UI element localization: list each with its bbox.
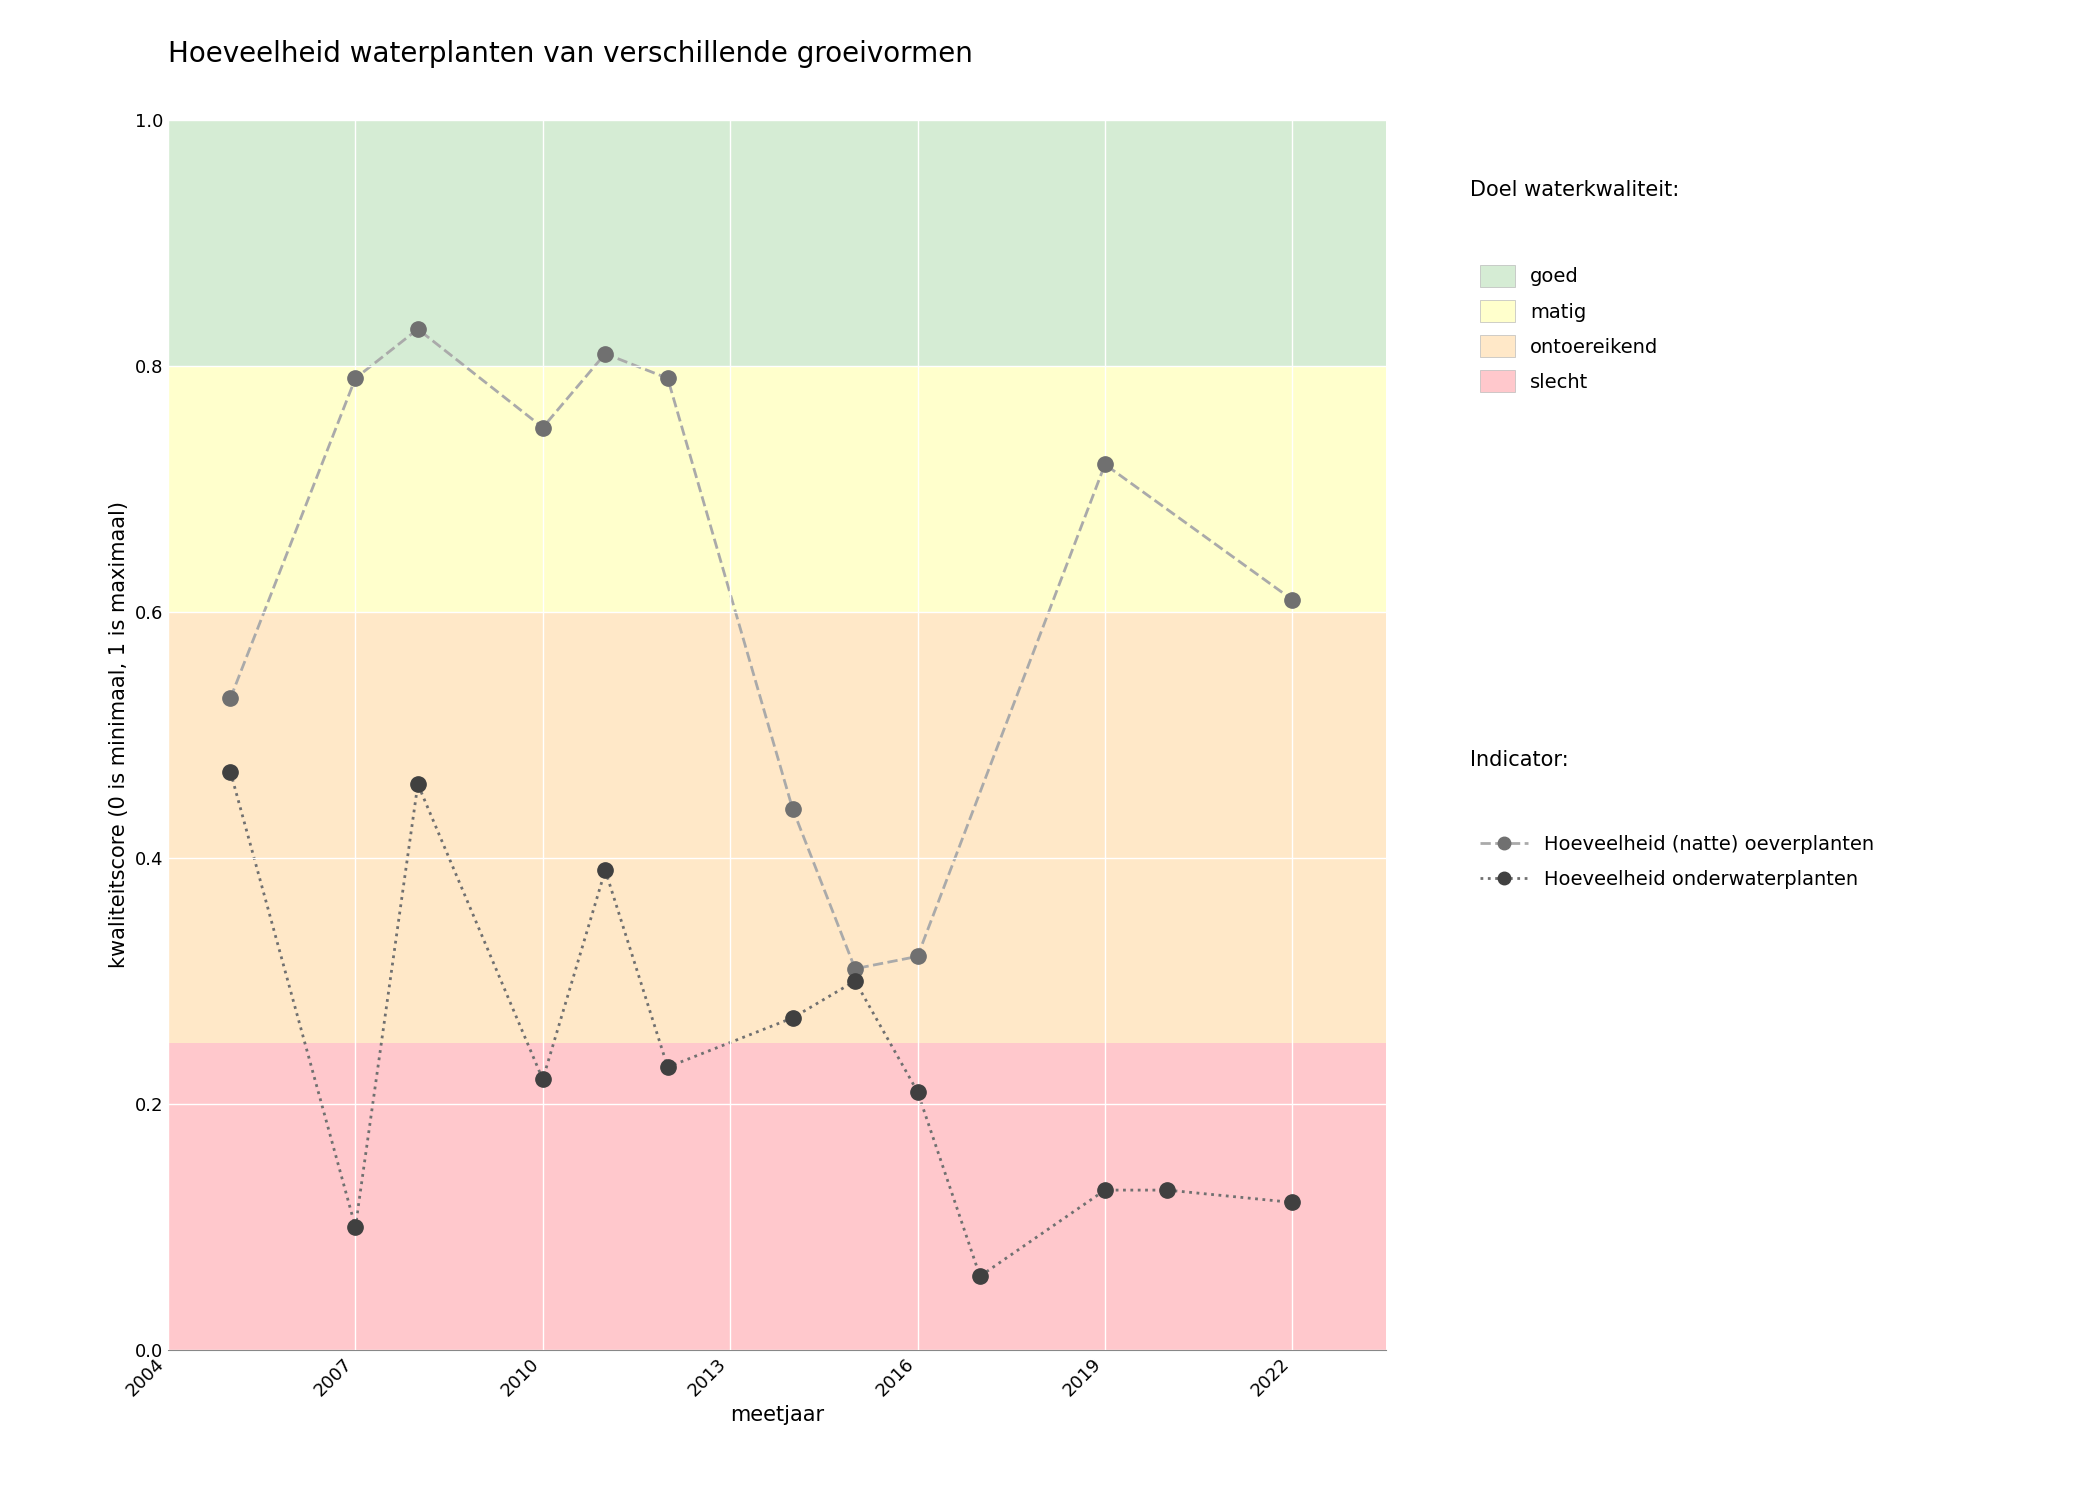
Bar: [168, 612, 1386, 1042]
Y-axis label: kwaliteitscore (0 is minimaal, 1 is maximaal): kwaliteitscore (0 is minimaal, 1 is maxi…: [109, 501, 128, 969]
Legend: goed, matig, ontoereikend, slecht: goed, matig, ontoereikend, slecht: [1480, 264, 1659, 393]
Bar: [168, 120, 1386, 366]
Point: [838, 957, 872, 981]
Point: [525, 1068, 559, 1092]
Point: [1088, 453, 1121, 477]
Point: [775, 1007, 808, 1031]
Point: [901, 1080, 934, 1104]
Point: [1275, 588, 1308, 612]
Point: [214, 686, 248, 709]
Bar: [168, 1042, 1386, 1350]
Point: [838, 969, 872, 993]
Text: Hoeveelheid waterplanten van verschillende groeivormen: Hoeveelheid waterplanten van verschillen…: [168, 39, 972, 68]
Point: [1088, 1178, 1121, 1202]
Text: Indicator:: Indicator:: [1470, 750, 1569, 770]
Point: [338, 366, 372, 390]
Point: [1151, 1178, 1184, 1202]
Point: [525, 416, 559, 440]
Point: [651, 1054, 685, 1078]
Point: [214, 760, 248, 784]
Text: Doel waterkwaliteit:: Doel waterkwaliteit:: [1470, 180, 1680, 200]
Point: [401, 772, 435, 796]
Point: [775, 796, 808, 820]
Point: [901, 945, 934, 969]
Legend: Hoeveelheid (natte) oeverplanten, Hoeveelheid onderwaterplanten: Hoeveelheid (natte) oeverplanten, Hoevee…: [1480, 834, 1873, 890]
Point: [588, 858, 622, 882]
Point: [401, 316, 435, 340]
Bar: [168, 366, 1386, 612]
X-axis label: meetjaar: meetjaar: [731, 1406, 823, 1425]
Point: [338, 1215, 372, 1239]
Point: [964, 1264, 998, 1288]
Point: [1275, 1191, 1308, 1215]
Point: [651, 366, 685, 390]
Point: [588, 342, 622, 366]
